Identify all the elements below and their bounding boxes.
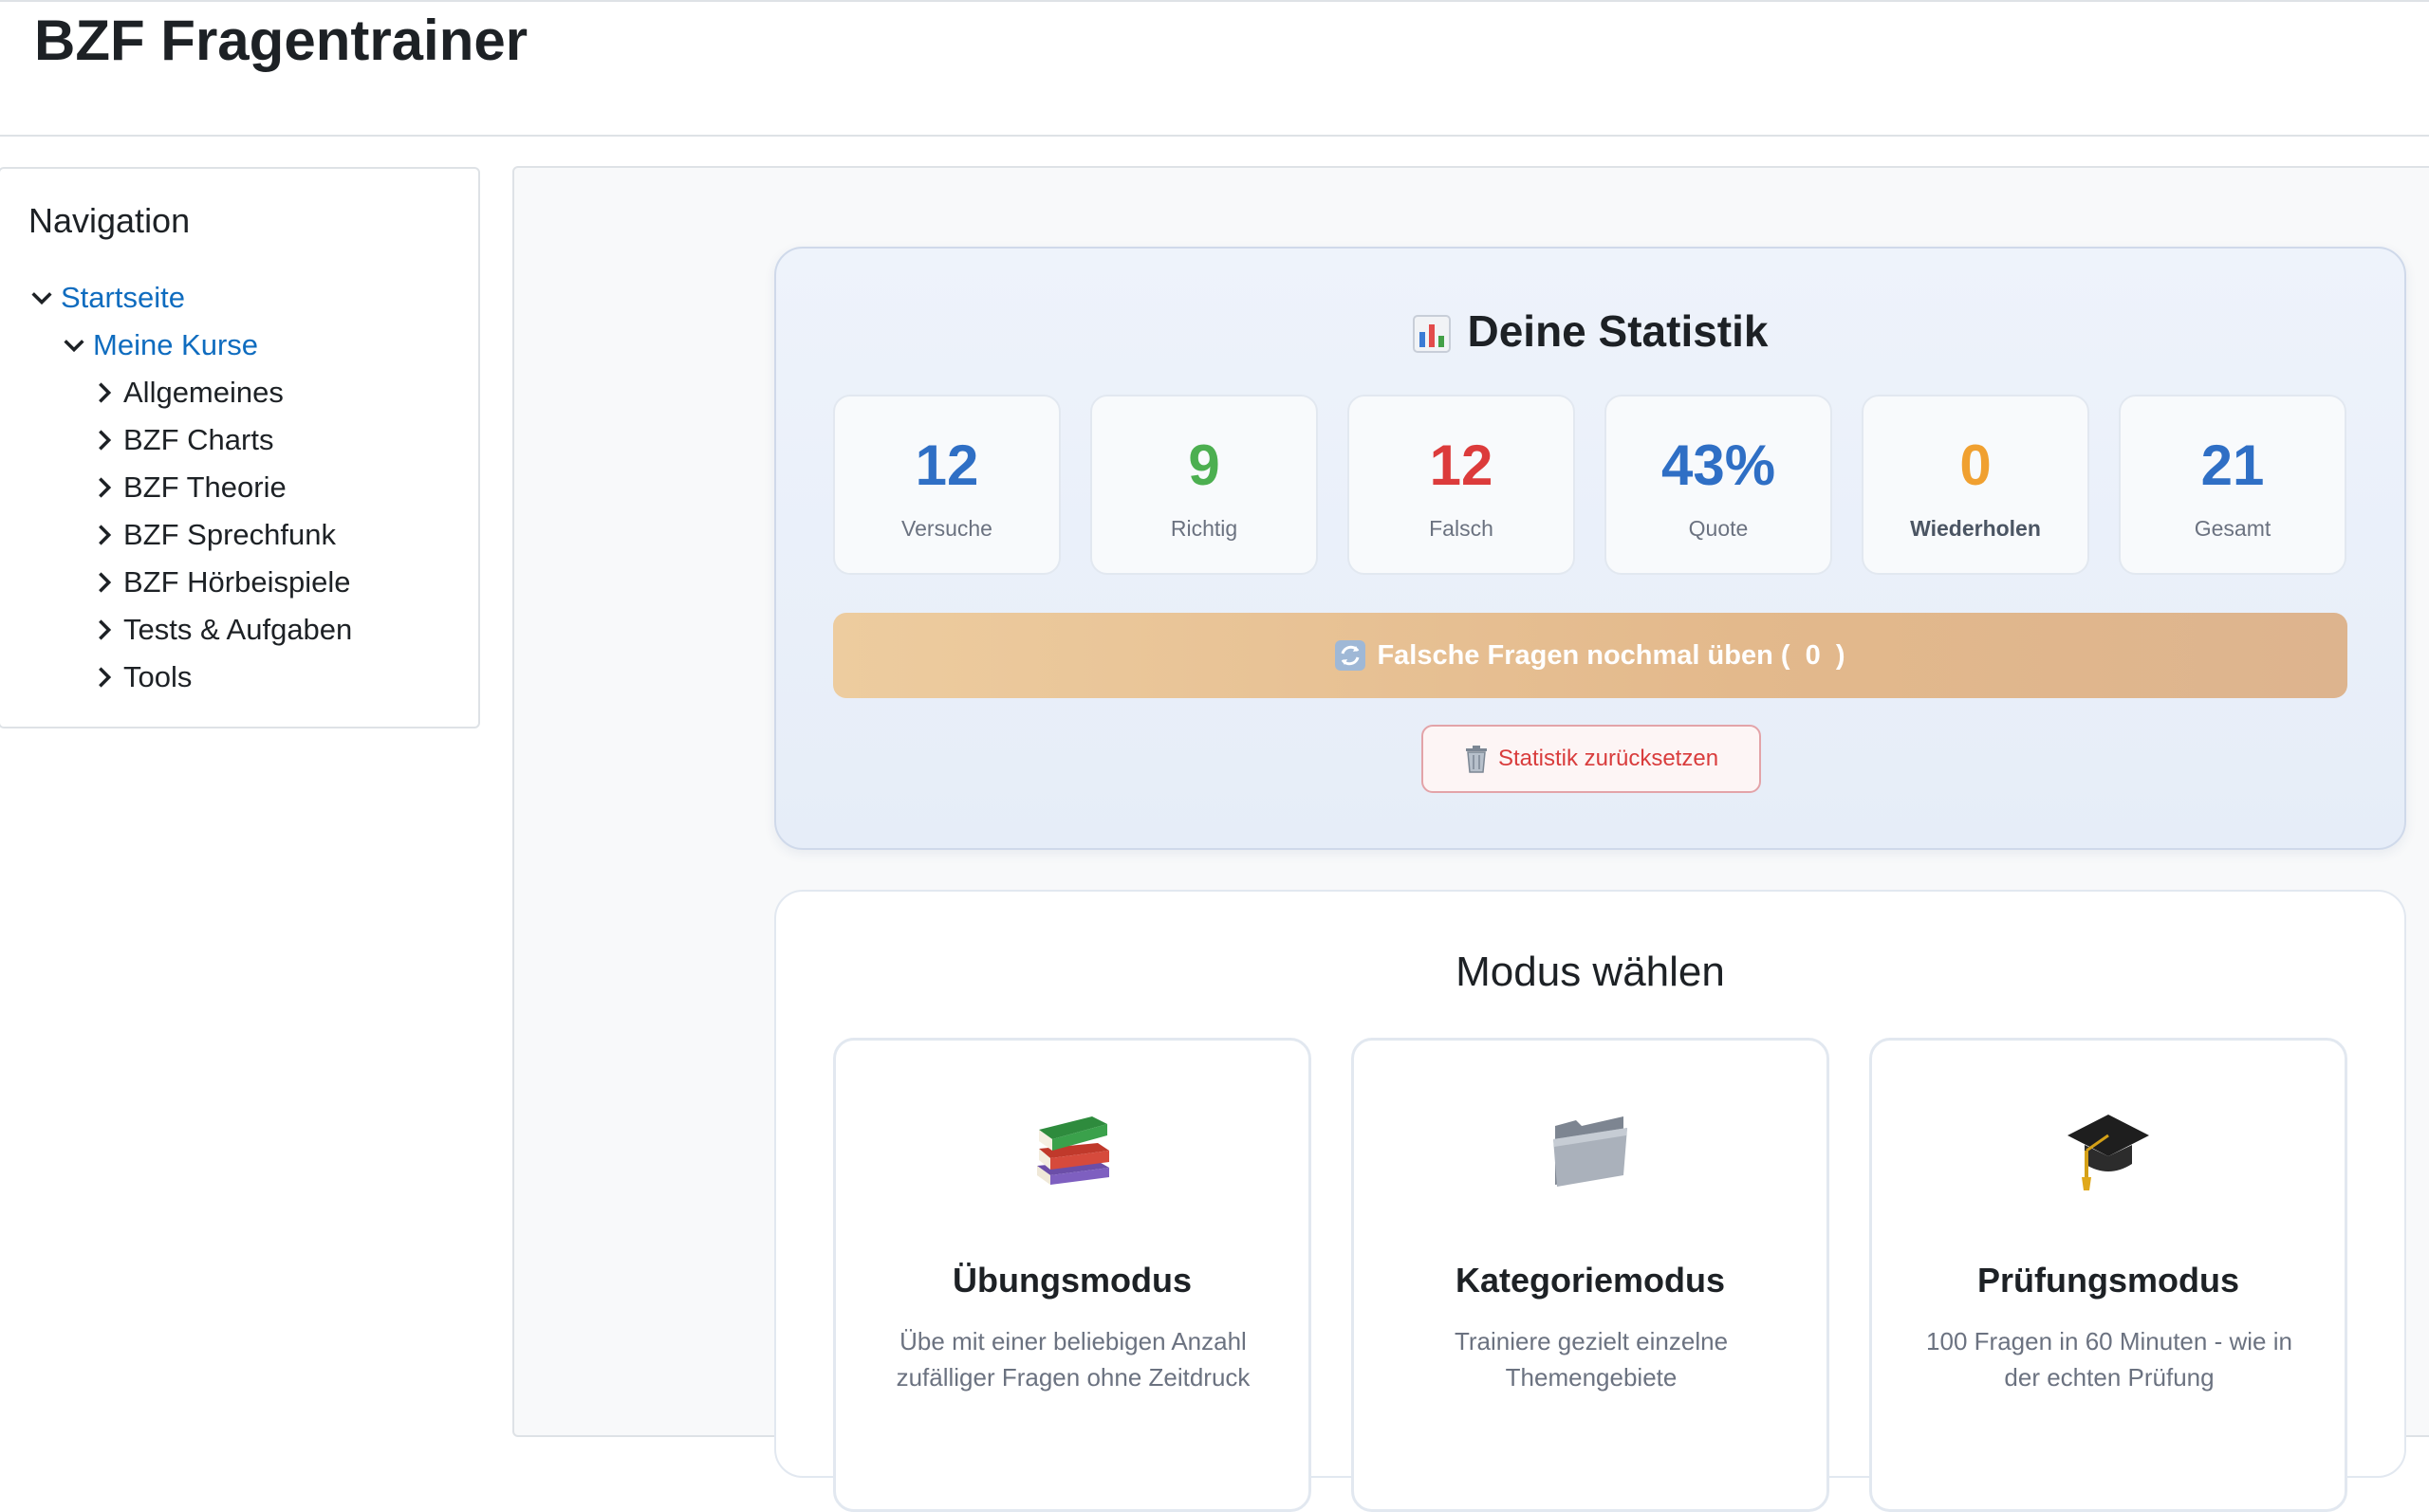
stat-tile-versuche: 12 Versuche xyxy=(833,395,1061,575)
chevron-right-icon[interactable] xyxy=(91,522,118,548)
stat-label: Wiederholen xyxy=(1910,516,2041,541)
navigation-block: Navigation Startseite Meine Kurse Allgem… xyxy=(0,167,480,728)
reset-button-label[interactable]: Statistik zurücksetzen xyxy=(1497,746,1719,771)
statistics-title: Deine Statistik xyxy=(776,305,2404,357)
mode-description: Trainiere gezielt einzelne Themengebiete xyxy=(1454,1327,1729,1392)
stat-value: 9 xyxy=(1188,433,1220,497)
stat-tile-gesamt: 21 Gesamt xyxy=(2119,395,2346,575)
nav-item-allgemeines[interactable]: Allgemeines xyxy=(91,372,284,414)
nav-item-bzf-theorie[interactable]: BZF Theorie xyxy=(91,467,287,508)
graduation-cap-icon xyxy=(2066,1107,2151,1192)
mode-card-pruefungsmodus[interactable]: Prüfungsmodus 100 Fragen in 60 Minuten -… xyxy=(1869,1038,2347,1512)
chevron-right-icon[interactable] xyxy=(91,617,118,643)
nav-item-meine-kurse[interactable]: Meine Kurse xyxy=(61,324,258,366)
bar-chart-icon xyxy=(1412,312,1451,353)
mode-card-kategoriemodus[interactable]: Kategoriemodus Trainiere gezielt einzeln… xyxy=(1351,1038,1829,1512)
navigation-title: Navigation xyxy=(28,201,191,240)
mode-card-uebungsmodus[interactable]: Übungsmodus Übe mit einer beliebigen Anz… xyxy=(833,1038,1311,1512)
nav-item-label[interactable]: Startseite xyxy=(61,281,185,314)
nav-item-label[interactable]: BZF Sprechfunk xyxy=(123,518,336,551)
stat-value: 12 xyxy=(1429,433,1493,497)
refresh-icon xyxy=(1335,640,1366,671)
stat-value: 12 xyxy=(915,433,979,497)
mode-description: 100 Fragen in 60 Minuten - wie in der ec… xyxy=(1926,1327,2292,1392)
stat-tile-falsch: 12 Falsch xyxy=(1347,395,1575,575)
mode-selection-title: Modus wählen xyxy=(1456,949,1725,995)
stat-label: Falsch xyxy=(1429,516,1493,541)
retry-button-label[interactable]: Falsche Fragen nochmal üben ( 0 ) xyxy=(1377,639,1845,671)
trash-icon xyxy=(1464,745,1489,773)
nav-item-bzf-charts[interactable]: BZF Charts xyxy=(91,419,273,461)
stat-label: Versuche xyxy=(901,516,992,541)
stat-value: 21 xyxy=(2200,433,2265,497)
statistics-title-text: Deine Statistik xyxy=(1467,306,1769,356)
retry-wrong-questions-button[interactable]: Falsche Fragen nochmal üben ( 0 ) xyxy=(833,613,2347,698)
mode-selection-card: Modus wählen Übungsmodus Übe mit einer b… xyxy=(774,890,2406,1512)
nav-item-bzf-sprechfunk[interactable]: BZF Sprechfunk xyxy=(91,514,336,556)
stat-tile-quote: 43% Quote xyxy=(1604,395,1832,575)
nav-item-label[interactable]: Tools xyxy=(123,660,193,693)
mode-title[interactable]: Übungsmodus xyxy=(953,1261,1192,1300)
nav-item-label[interactable]: BZF Theorie xyxy=(123,470,287,504)
stat-value: 43% xyxy=(1660,433,1776,497)
nav-item-label[interactable]: Tests & Aufgaben xyxy=(123,613,353,646)
chevron-down-icon[interactable] xyxy=(28,285,55,311)
chevron-right-icon[interactable] xyxy=(91,664,118,691)
chevron-right-icon[interactable] xyxy=(91,379,118,406)
nav-item-label[interactable]: BZF Hörbeispiele xyxy=(123,565,351,599)
stat-label: Richtig xyxy=(1170,516,1238,541)
chevron-right-icon[interactable] xyxy=(91,474,118,501)
page-title: BZF Fragentrainer xyxy=(34,9,528,72)
nav-item-startseite[interactable]: Startseite xyxy=(28,277,185,319)
statistics-card: Deine Statistik 12 Versuche 9 Richtig 12… xyxy=(774,247,2406,850)
stat-label: Quote xyxy=(1688,516,1749,541)
stat-tile-wiederholen: 0 Wiederholen xyxy=(1862,395,2089,575)
nav-item-label[interactable]: Allgemeines xyxy=(123,376,284,409)
folder-icon xyxy=(1548,1107,1633,1192)
chevron-right-icon[interactable] xyxy=(91,427,118,453)
nav-item-label[interactable]: BZF Charts xyxy=(123,423,274,456)
stat-tile-richtig: 9 Richtig xyxy=(1090,395,1318,575)
nav-item-tools[interactable]: Tools xyxy=(91,656,192,698)
stat-value: 0 xyxy=(1959,433,1992,497)
chevron-down-icon[interactable] xyxy=(61,332,87,359)
nav-item-bzf-hoerbeispiele[interactable]: BZF Hörbeispiele xyxy=(91,562,350,603)
chevron-right-icon[interactable] xyxy=(91,569,118,596)
header-divider xyxy=(0,135,2429,137)
nav-item-label[interactable]: Meine Kurse xyxy=(93,328,259,361)
mode-title[interactable]: Kategoriemodus xyxy=(1455,1261,1726,1300)
mode-title[interactable]: Prüfungsmodus xyxy=(1977,1261,2239,1300)
books-icon xyxy=(1029,1107,1115,1192)
top-border xyxy=(0,0,2429,2)
mode-description: Übe mit einer beliebigen Anzahl zufällig… xyxy=(896,1327,1251,1392)
stat-label: Gesamt xyxy=(2194,516,2271,541)
nav-item-tests-aufgaben[interactable]: Tests & Aufgaben xyxy=(91,609,352,651)
reset-statistics-button[interactable]: Statistik zurücksetzen xyxy=(1421,725,1761,793)
